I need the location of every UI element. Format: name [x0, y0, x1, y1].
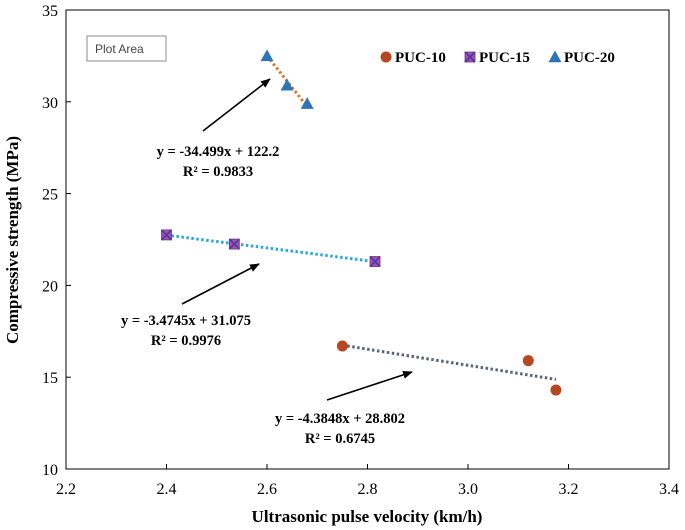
annotation-arrow [181, 263, 260, 305]
x-tick-label: 3.0 [458, 481, 478, 498]
trendline-equation: y = -34.499x + 122.2 [157, 144, 280, 160]
legend-label: PUC-10 [395, 50, 446, 66]
x-tick-label: 3.2 [559, 481, 579, 498]
y-tick-label: 15 [42, 370, 58, 387]
trendline-puc-15 [166, 233, 376, 264]
data-point-puc-15 [228, 238, 240, 250]
axis-ticks: 2.2 2.4 2.6 2.8 3.0 3.2 3.4 10 15 20 25 30 35 [42, 3, 679, 498]
data-points [160, 49, 562, 396]
y-tick-label: 20 [42, 278, 58, 295]
trendline-equation: y = -4.3848x + 28.802 [275, 411, 405, 427]
equation-annotations: y = -4.3848x + 28.802 R² = 0.6745 y = -3.4… [121, 78, 413, 447]
data-point-puc-10 [522, 355, 534, 367]
data-point-puc-10 [336, 340, 348, 352]
legend-marker-puc-15 [464, 51, 476, 63]
data-point-puc-15 [369, 255, 381, 268]
x-axis-title: Ultrasonic pulse velocity (km/h) [252, 507, 483, 526]
legend-marker-puc-20 [548, 50, 562, 63]
y-tick-label: 10 [42, 462, 58, 479]
x-tick-label: 2.8 [358, 481, 378, 498]
legend-label: PUC-15 [479, 50, 530, 66]
data-point-puc-20 [300, 97, 314, 109]
trendline-r2: R² = 0.9976 [151, 333, 221, 349]
trendline-r2: R² = 0.9833 [183, 164, 253, 180]
y-tick-label: 30 [42, 95, 58, 112]
data-point-puc-20 [260, 49, 274, 62]
annotation-arrow [202, 78, 271, 132]
trendline-equation: y = -3.4745x + 31.075 [121, 313, 251, 329]
x-tick-label: 3.4 [659, 481, 679, 498]
plot-area-tooltip: Plot Area [86, 35, 167, 62]
data-point-puc-20 [280, 78, 294, 91]
x-tick-label: 2.4 [157, 481, 177, 498]
legend: PUC-10 PUC-15 PUC-20 [380, 50, 615, 66]
data-point-puc-10 [550, 384, 562, 396]
annotation-arrow [326, 371, 413, 401]
y-tick-label: 25 [42, 187, 58, 204]
x-tick-label: 2.6 [257, 481, 277, 498]
data-point-puc-15 [160, 229, 173, 241]
plot-area-tooltip-box [86, 35, 167, 62]
x-tick-label: 2.2 [56, 481, 76, 498]
legend-label: PUC-20 [564, 50, 615, 66]
legend-marker-puc-10 [380, 51, 392, 63]
trendline-r2: R² = 0.6745 [305, 431, 375, 447]
plot-area-tooltip-label: Plot Area [95, 42, 144, 56]
trendline-puc-10 [342, 343, 557, 381]
y-axis-title: Compressive strength (MPa) [3, 136, 22, 344]
y-tick-label: 35 [42, 3, 58, 20]
